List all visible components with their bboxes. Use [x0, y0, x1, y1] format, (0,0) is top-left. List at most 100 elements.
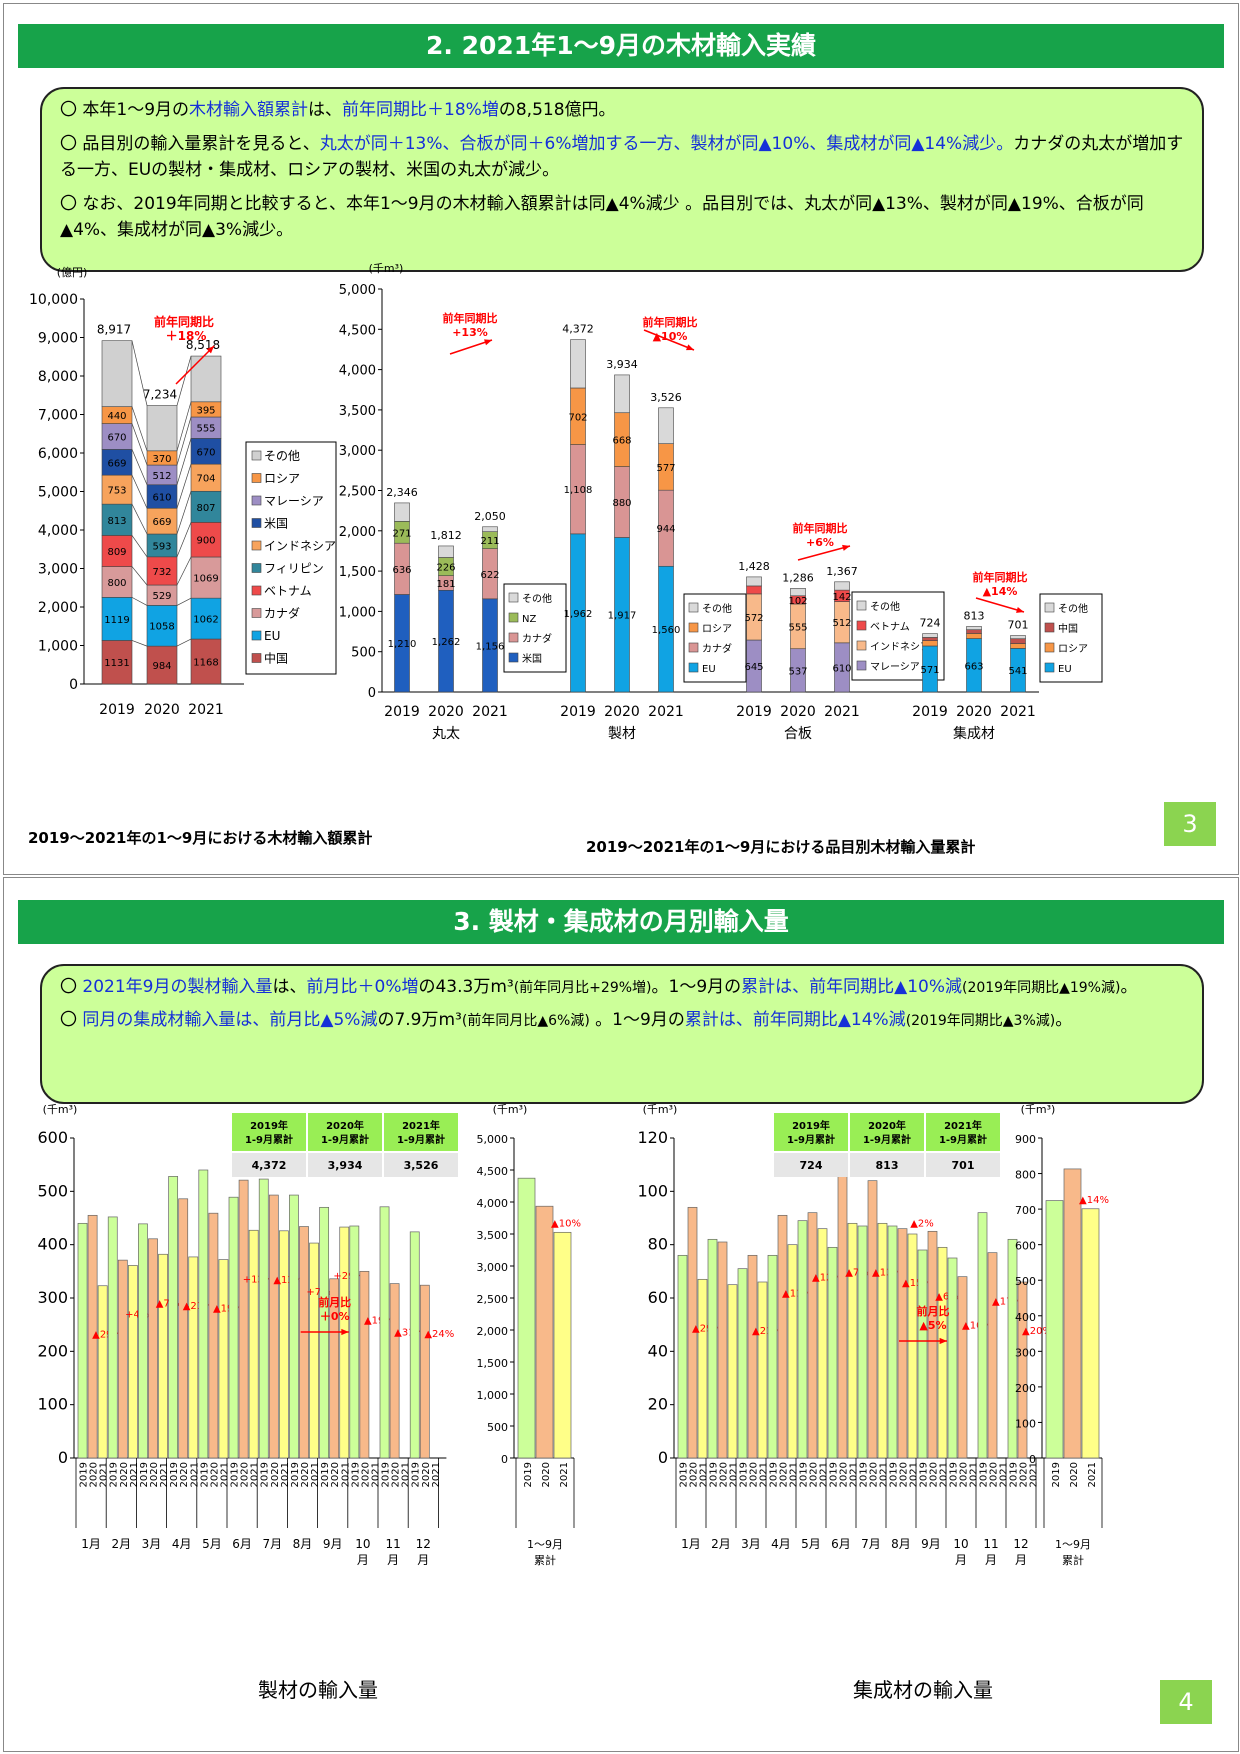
legend-swatch [251, 473, 262, 483]
table-value-cell [850, 1153, 924, 1177]
data-label: 1062 [193, 615, 218, 626]
bar [339, 1226, 350, 1459]
volume-y-axis-tick-label: 2,500 [339, 485, 376, 500]
annotation-label: ▲5% [919, 1319, 946, 1332]
bar [359, 1270, 370, 1459]
bar-segment [146, 605, 178, 647]
bar [767, 1254, 778, 1459]
x-year-label: 2020 [179, 1462, 190, 1487]
y-axis-tick-label: 0 [658, 1448, 668, 1467]
bar [309, 1242, 319, 1459]
data-label: 226 [436, 563, 455, 574]
x-month-label: 11 [385, 1537, 400, 1551]
x-year-label: 2021 [219, 1462, 230, 1487]
volume-y-axis-tick-label: 4,500 [339, 323, 376, 338]
cumulative-y-axis-tick-label: 500 [487, 1421, 508, 1434]
change-label: +29% [333, 1271, 364, 1282]
x-month-label: 月 [985, 1553, 997, 1567]
cumulative-y-axis-tick-label: 2,500 [477, 1293, 509, 1306]
data-label: 1,962 [564, 609, 593, 620]
total-label: 7,234 [143, 387, 177, 401]
cumulative-y-axis-tick-label: 100 [1015, 1417, 1036, 1430]
legend-label: その他 [522, 592, 552, 605]
total-label: 1,812 [430, 529, 462, 542]
bar [148, 1238, 158, 1459]
data-label: 732 [152, 567, 171, 578]
bar [717, 1241, 728, 1459]
annotation-arrow [643, 329, 695, 351]
table-header-text: 1-9月累計 [397, 1133, 445, 1146]
volume-y-axis-tick-label: 3,000 [339, 444, 376, 459]
y-axis-tick-label: 600 [37, 1128, 68, 1147]
data-label: 271 [392, 528, 411, 539]
x-year-label: 2021 [159, 1462, 170, 1487]
legend-label: EU [1058, 664, 1072, 675]
data-label: 1,917 [608, 611, 637, 622]
bar [77, 1222, 88, 1459]
x-month-label: 8月 [891, 1537, 911, 1551]
y-axis-tick-label: 120 [637, 1128, 668, 1147]
bar-segment [438, 545, 454, 558]
table-value-text: 3,934 [328, 1159, 363, 1172]
x-month-label: 9月 [921, 1537, 941, 1551]
data-label: 541 [1008, 666, 1027, 677]
legend-label: 米国 [264, 517, 288, 531]
bar [198, 1169, 209, 1459]
data-label: 704 [196, 474, 215, 485]
x-year-label: 2021 [370, 1462, 381, 1487]
x-month-label: 4月 [771, 1537, 791, 1551]
legend-swatch [251, 518, 262, 528]
cumulative-category-label: 1～9月 [1055, 1538, 1091, 1551]
x-year-label: 2021 [819, 1462, 830, 1487]
x-year-label: 2019 [709, 1462, 720, 1487]
annotation-arrow-head [939, 1337, 947, 1345]
bar-segment [746, 576, 762, 587]
bar-segment [614, 374, 630, 414]
connector-line [176, 522, 192, 557]
legend-label: インドネシア [264, 539, 336, 553]
bar [887, 1225, 898, 1459]
bar-segment [922, 633, 938, 638]
cumulative-bar [553, 1231, 572, 1459]
x-year-label: 2021 [969, 1462, 980, 1487]
cumulative-change-label: ▲10% [551, 1218, 581, 1229]
x-month-label: 10 [953, 1537, 968, 1551]
change-label: ▲12% [812, 1273, 842, 1284]
bar-segment [190, 463, 222, 492]
total-label: 3,526 [650, 391, 682, 404]
data-label: 880 [612, 498, 631, 509]
change-label: ▲31% [394, 1328, 424, 1339]
cumulative-y-axis-tick-label: 400 [1015, 1311, 1036, 1324]
caption-lumber: 製材の輸入量 [258, 1678, 378, 1702]
volume-y-axis-tick-label: 2,000 [339, 525, 376, 540]
bar-segment [482, 526, 498, 532]
x-year-label: 2020 [89, 1462, 100, 1487]
change-label: ▲19% [364, 1315, 394, 1326]
group-label: 集成材 [953, 725, 995, 742]
data-label: 670 [196, 447, 215, 458]
table-header-text: 2021年 [944, 1119, 982, 1132]
connector-line [176, 416, 192, 466]
x-year-label: 2019 [411, 1462, 422, 1487]
total-label: 3,934 [606, 358, 638, 371]
bar-segment [101, 423, 133, 450]
bar-segment [394, 502, 410, 522]
data-label: 577 [656, 463, 675, 474]
total-label: 813 [964, 609, 985, 622]
x-year-label: 2021 [250, 1462, 261, 1487]
data-label: 537 [788, 666, 807, 677]
x-month-label: 4月 [172, 1537, 192, 1551]
cumulative-unit: (千m³) [493, 1103, 528, 1116]
x-year-label: 2020 [719, 1462, 730, 1487]
x-month-label: 1月 [81, 1537, 101, 1551]
y-axis-tick-label: 200 [37, 1341, 68, 1360]
x-year-label: 2019 [350, 1462, 361, 1487]
table-value-text: 724 [800, 1159, 823, 1172]
bar [1007, 1238, 1018, 1459]
x-tick-label: 2021 [824, 704, 860, 720]
x-year-label: 2021 [99, 1462, 110, 1487]
x-tick-label: 2019 [560, 704, 596, 720]
bar [687, 1206, 698, 1459]
annotation-label: 前年同期比 [643, 315, 698, 329]
table-value-cell [926, 1153, 1000, 1177]
